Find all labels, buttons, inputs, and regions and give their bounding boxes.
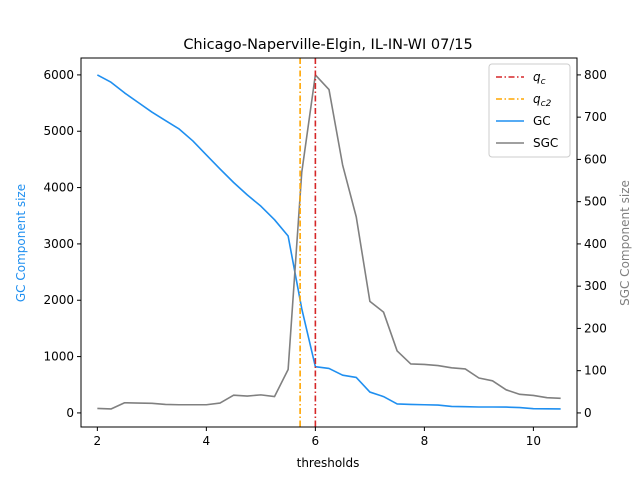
x-tick-label: 2 [94,434,102,448]
y-left-tick-label: 4000 [43,181,74,195]
y-right-tick-label: 800 [584,68,607,82]
y-right-tick-label: 700 [584,110,607,124]
legend-label: qc2 [533,92,552,109]
legend-items: qc qc2 GC SGC [496,70,558,150]
legend: qc qc2 GC SGC [488,63,571,158]
y-right-tick-label: 600 [584,152,607,166]
x-tick-label: 8 [421,434,429,448]
legend-box [488,63,571,158]
y-right-tick-label: 100 [584,364,607,378]
y-axis-left-label: GC Component size [14,184,28,302]
chart-title: Chicago-Naperville-Elgin, IL-IN-WI 07/15 [183,37,472,53]
y-right-tick-label: 300 [584,279,607,293]
y-right-tick-label: 500 [584,195,607,209]
series-layer [96,74,561,410]
y-axis-right: 0 100 200 300 400 500 600 700 800 [577,68,607,420]
series-line-sgc [97,74,561,410]
y-right-tick-label: 200 [584,321,607,335]
x-tick-label: 6 [312,434,320,448]
y-right-tick-label: 400 [584,237,607,251]
plot-frame [80,57,578,428]
y-left-tick-label: 0 [66,406,74,420]
x-tick-label: 10 [526,434,541,448]
vline-layer [299,58,317,427]
y-left-tick-label: 1000 [43,350,74,364]
x-axis: 2 4 6 8 10 [94,427,541,448]
y-left-tick-label: 5000 [43,124,74,138]
y-left-tick-label: 2000 [43,293,74,307]
y-right-tick-label: 0 [584,406,592,420]
y-left-tick-label: 6000 [43,68,74,82]
x-tick-label: 4 [203,434,211,448]
y-axis-left: 0 1000 2000 3000 4000 5000 6000 [43,68,81,420]
series-line-gc [96,74,561,410]
legend-label: qc [533,70,546,87]
legend-label: SGC [533,136,558,150]
y-left-tick-label: 3000 [43,237,74,251]
y-axis-right-label: SGC Component size [618,180,632,306]
legend-label: GC [533,114,551,128]
x-axis-label: thresholds [297,456,360,470]
